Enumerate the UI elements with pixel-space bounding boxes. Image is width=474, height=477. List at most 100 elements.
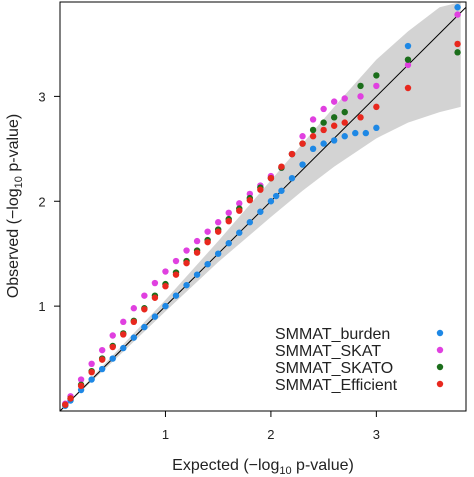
data-point <box>404 56 412 63</box>
data-point <box>330 122 338 129</box>
data-point <box>225 240 232 247</box>
data-point <box>193 249 201 256</box>
data-point <box>309 116 317 123</box>
data-point <box>267 198 275 205</box>
data-point <box>141 323 148 331</box>
data-point <box>288 174 296 182</box>
data-point <box>77 376 85 383</box>
y-tick-label: 2 <box>38 194 45 209</box>
data-point <box>267 174 275 182</box>
data-point <box>341 108 348 116</box>
legend-label: SMMAT_SKAT <box>275 343 381 360</box>
y-tick-label: 1 <box>38 299 45 314</box>
data-point <box>330 114 338 121</box>
data-point <box>193 237 201 245</box>
data-point <box>67 395 74 402</box>
data-point <box>236 200 243 207</box>
data-point <box>77 382 85 390</box>
data-point <box>454 49 461 56</box>
data-point <box>330 98 338 105</box>
data-point <box>454 4 461 11</box>
data-point <box>330 137 338 144</box>
legend-swatch <box>436 380 444 388</box>
data-point <box>204 260 211 268</box>
data-point <box>341 119 348 126</box>
confidence-band-layer <box>60 2 461 411</box>
data-point <box>120 344 127 352</box>
data-point <box>204 238 211 246</box>
data-point <box>309 126 317 134</box>
data-point <box>236 229 243 236</box>
data-point <box>454 40 461 48</box>
data-point <box>352 129 359 137</box>
data-point <box>130 334 138 341</box>
data-point <box>162 302 169 310</box>
data-point <box>98 365 106 373</box>
x-tick-label: 1 <box>162 427 169 442</box>
data-point <box>373 72 380 79</box>
data-point <box>109 332 116 339</box>
points-layer <box>62 4 461 409</box>
data-point <box>320 140 327 147</box>
data-point <box>278 163 285 170</box>
data-point <box>214 219 222 226</box>
data-point <box>141 292 148 299</box>
data-point <box>320 105 327 113</box>
ticks-layer: 1 2 3 1 2 3 <box>38 89 380 442</box>
series-SMMAT_Efficient <box>62 40 461 408</box>
data-point <box>151 313 159 320</box>
data-point <box>88 360 95 368</box>
data-point <box>236 207 243 214</box>
data-point <box>151 279 159 287</box>
data-point <box>62 401 69 408</box>
data-point <box>172 292 180 299</box>
data-point <box>98 346 106 354</box>
legend-swatch <box>436 329 444 337</box>
data-point <box>341 133 348 140</box>
data-point <box>130 305 138 312</box>
x-axis-title: Expected (−log10 p-value) <box>172 457 354 477</box>
data-point <box>130 318 138 326</box>
data-point <box>373 103 380 111</box>
data-point <box>320 119 327 126</box>
data-point <box>151 294 159 301</box>
data-point <box>357 114 364 121</box>
data-point <box>278 187 285 194</box>
data-point <box>404 61 412 69</box>
data-point <box>309 145 317 153</box>
data-point <box>373 82 380 90</box>
data-point <box>109 355 116 362</box>
data-point <box>404 84 412 92</box>
data-point <box>214 228 222 235</box>
legend-label: SMMAT_SKATO <box>275 360 393 377</box>
data-point <box>88 368 95 376</box>
data-point <box>257 186 264 193</box>
data-point <box>246 197 254 204</box>
data-point <box>214 250 222 257</box>
x-tick-label: 3 <box>373 427 380 442</box>
data-point <box>141 306 148 313</box>
legend: SMMAT_burdenSMMAT_SKATSMMAT_SKATOSMMAT_E… <box>275 326 444 394</box>
data-point <box>183 281 190 289</box>
data-point <box>299 161 306 168</box>
data-point <box>162 283 169 290</box>
reference-line-layer <box>59 6 467 412</box>
x-tick-label: 2 <box>267 427 274 442</box>
data-point <box>120 318 127 326</box>
data-point <box>162 268 169 275</box>
data-point <box>357 82 364 90</box>
legend-swatch <box>436 346 444 354</box>
data-point <box>225 217 232 225</box>
legend-swatch <box>436 363 444 371</box>
data-point <box>88 376 95 383</box>
data-point <box>98 356 106 363</box>
data-point <box>183 247 190 254</box>
data-point <box>357 93 364 100</box>
data-point <box>109 343 116 351</box>
data-point <box>373 124 380 132</box>
data-point <box>225 209 232 216</box>
data-point <box>404 42 412 50</box>
legend-label: SMMAT_Efficient <box>275 377 398 394</box>
data-point <box>257 208 264 215</box>
